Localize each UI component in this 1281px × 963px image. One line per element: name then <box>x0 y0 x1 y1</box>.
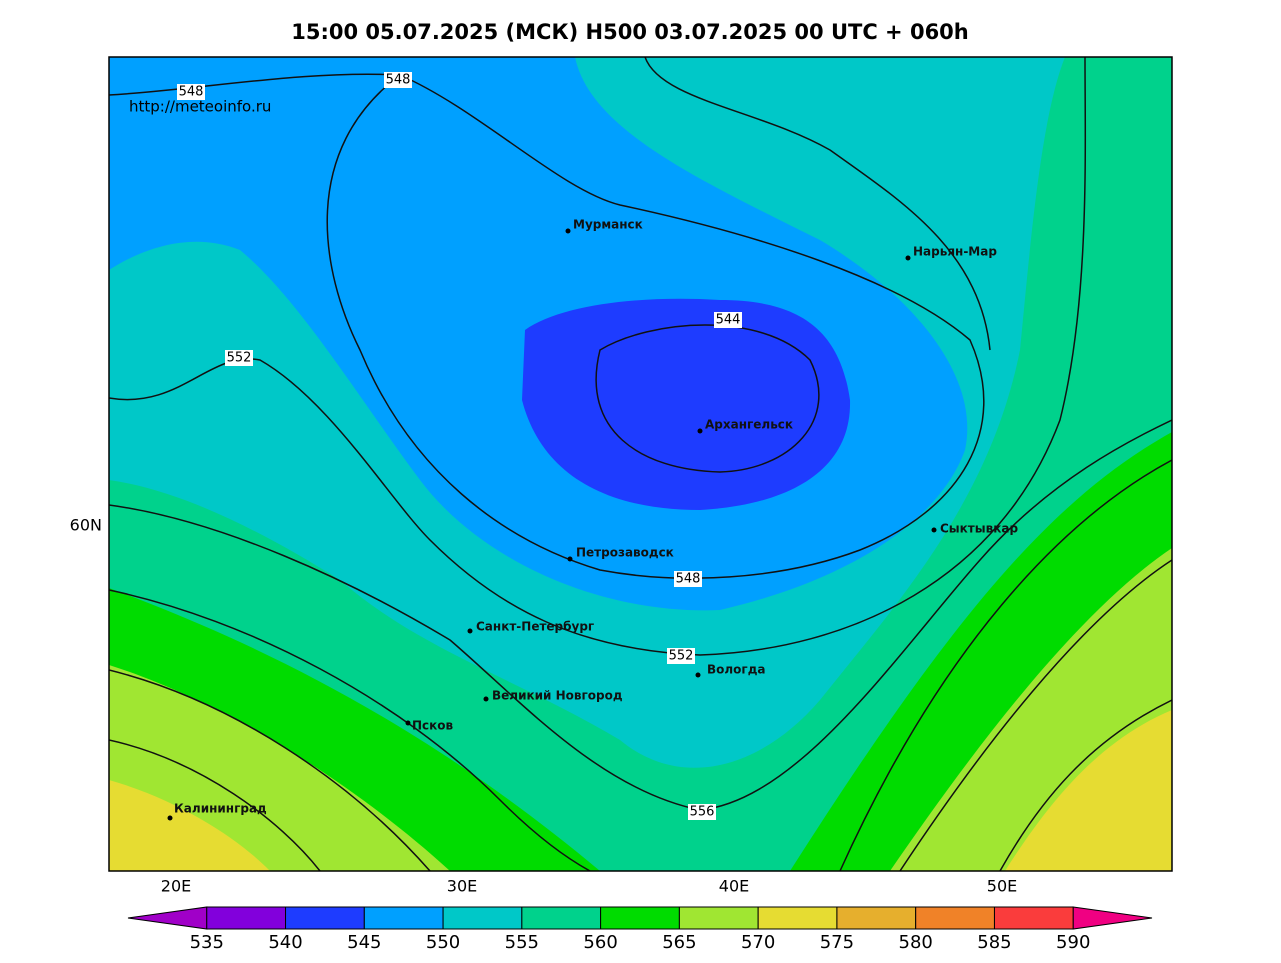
colorbar-segment <box>521 906 602 930</box>
colorbar-segment <box>678 906 759 930</box>
colorbar-segment <box>363 906 444 930</box>
colorbar-segment <box>915 906 995 930</box>
watermark: http://meteoinfo.ru <box>129 98 271 116</box>
lon-label: 50E <box>987 877 1017 896</box>
colorbar-segment <box>206 906 287 930</box>
city-label: Архангельск <box>705 418 793 432</box>
colorbar-segment <box>836 906 917 930</box>
contour-label: 552 <box>227 351 252 366</box>
title: 15:00 05.07.2025 (МСК) H500 03.07.2025 0… <box>291 20 969 44</box>
lon-label: 40E <box>719 877 749 896</box>
colorbar-segment <box>442 906 523 930</box>
city-label: Мурманск <box>573 218 643 232</box>
colorbar-label: 550 <box>426 932 460 953</box>
colorbar-label: 570 <box>741 932 775 953</box>
city-label: Калининград <box>174 802 267 816</box>
colorbar-label: 555 <box>505 932 539 953</box>
city-label: Нарьян-Мар <box>913 245 997 259</box>
lat-label: 60N <box>70 516 102 535</box>
city-label: Вологда <box>707 663 765 677</box>
band <box>522 298 851 510</box>
contour-labels: 548 548 552 544 548 552 556 <box>177 72 742 820</box>
colorbar-label: 560 <box>583 932 617 953</box>
colorbar: 535 540 545 550 555 560 565 570 575 580 585 590 <box>127 906 1153 953</box>
colorbar-label: 590 <box>1056 932 1090 953</box>
colorbar-label: 540 <box>268 932 302 953</box>
contour-label: 548 <box>676 572 701 587</box>
colorbar-label: 535 <box>190 932 224 953</box>
contour-label: 556 <box>690 805 715 820</box>
city-label: Сыктывкар <box>940 522 1018 536</box>
band <box>1005 710 1172 871</box>
cities: Мурманск Нарьян-Мар Архангельск Сыктывка… <box>167 218 1018 821</box>
contour-label: 548 <box>386 73 411 88</box>
colorbar-label: 575 <box>820 932 854 953</box>
city-label: Великий Новгород <box>492 689 623 703</box>
contour-label: 544 <box>716 313 741 328</box>
contour-label: 552 <box>669 649 694 664</box>
colorbar-segment <box>127 906 208 930</box>
colorbar-segment <box>285 906 365 930</box>
colorbar-segment <box>1072 906 1153 930</box>
city-label: Петрозаводск <box>576 546 674 560</box>
contour-label: 548 <box>179 85 204 100</box>
city-label: Санкт-Петербург <box>476 620 594 634</box>
colorbar-label: 565 <box>662 932 696 953</box>
band <box>109 780 270 871</box>
lon-label: 20E <box>161 877 191 896</box>
colorbar-label: 585 <box>977 932 1011 953</box>
colorbar-segment <box>600 906 680 930</box>
colorbar-label: 545 <box>347 932 381 953</box>
colorbar-label: 580 <box>899 932 933 953</box>
map-frame <box>108 56 1173 872</box>
lon-label: 30E <box>447 877 477 896</box>
city-label: Псков <box>412 719 454 733</box>
map-area: 548 548 552 544 548 552 556 http://meteo… <box>109 57 1172 871</box>
contours <box>109 57 1172 871</box>
colorbar-segment <box>993 906 1074 930</box>
colorbar-segment <box>757 906 838 930</box>
